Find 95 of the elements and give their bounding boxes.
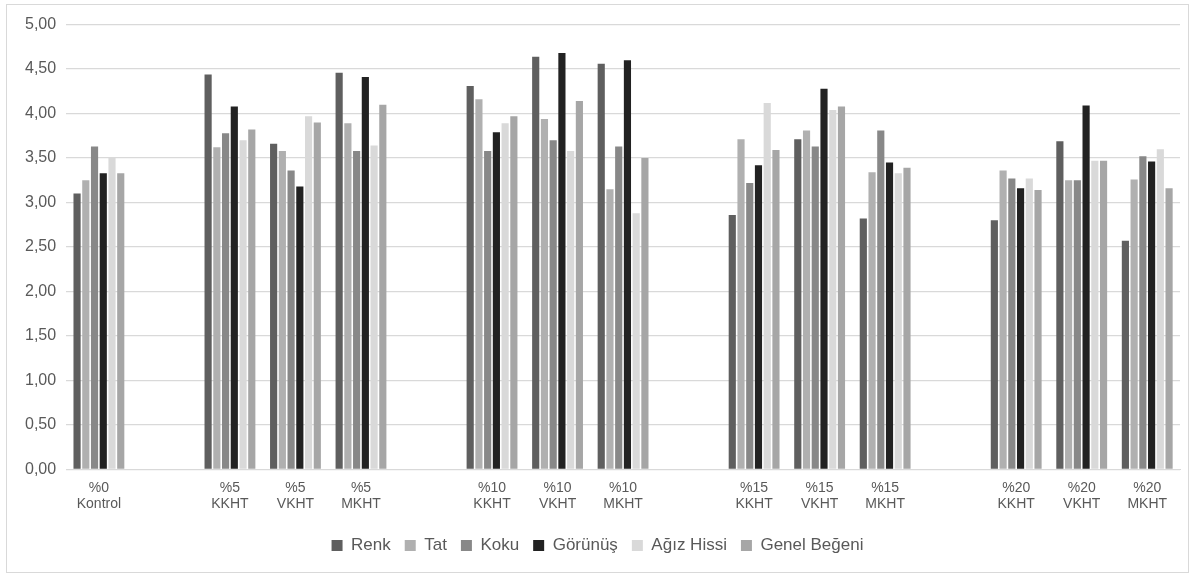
bar [335, 72, 343, 469]
y-tick-label: 0,50 [25, 415, 57, 433]
bar [117, 173, 125, 469]
bar [1148, 161, 1156, 469]
bar [213, 147, 221, 469]
y-tick-label: 2,50 [25, 237, 57, 255]
bar [802, 130, 811, 469]
bar [549, 140, 557, 469]
bar [794, 139, 802, 469]
bar [811, 146, 819, 469]
bar [1016, 188, 1025, 469]
y-tick-label: 2,00 [25, 281, 57, 299]
x-tick-label: %5 KKHT [211, 478, 250, 512]
bar [492, 132, 500, 469]
bar [737, 139, 745, 469]
bar [532, 56, 540, 469]
bar [1056, 141, 1064, 469]
bar [623, 60, 632, 469]
legend-label: Koku [480, 535, 520, 555]
bar [1099, 160, 1108, 469]
bar [859, 218, 867, 469]
bar [885, 162, 894, 469]
bar [540, 118, 549, 469]
bar [484, 150, 492, 469]
bar [230, 106, 238, 469]
bar [1082, 105, 1090, 469]
x-tick-label: %20 VKHT [1063, 478, 1101, 512]
bar [475, 99, 483, 469]
bar [999, 170, 1007, 469]
y-tick-label: 4,50 [25, 59, 57, 77]
bar [278, 150, 286, 469]
bar [270, 143, 278, 469]
x-tick-label: %15 VKHT [800, 478, 839, 512]
x-tick-label: %0 Kontrol [76, 478, 122, 512]
bar [728, 214, 736, 469]
bar [1139, 156, 1147, 469]
bar [379, 104, 387, 469]
bar [820, 88, 828, 469]
bar [221, 133, 230, 469]
bar [313, 122, 321, 469]
legend-label: Genel Beğeni [760, 535, 864, 555]
x-tick-label: %15 MKHT [865, 478, 906, 512]
bar [296, 186, 304, 469]
bar [903, 167, 911, 469]
bar [606, 189, 614, 469]
bar [287, 170, 295, 469]
bar [990, 220, 998, 469]
x-tick-label: %10 VKHT [538, 478, 577, 512]
legend-label: Görünüş [552, 535, 618, 555]
bar [90, 146, 99, 469]
x-tick-label: %15 KKHT [735, 478, 774, 512]
bar [82, 180, 90, 469]
y-tick-label: 5,00 [25, 15, 57, 33]
x-tick-label: %20 MKHT [1127, 478, 1168, 512]
bar [837, 106, 846, 469]
bar [1065, 180, 1073, 469]
bar [746, 182, 754, 469]
bar [575, 101, 583, 469]
y-tick-label: 1,00 [25, 370, 57, 388]
bar [344, 123, 352, 469]
x-tick-label: %10 MKHT [603, 478, 644, 512]
y-tick-label: 3,00 [25, 192, 57, 210]
y-tick-label: 1,50 [25, 326, 57, 344]
bar [510, 116, 518, 469]
x-tick-label: %20 KKHT [997, 478, 1036, 512]
bar [772, 150, 780, 469]
x-tick-label: %10 KKHT [473, 478, 512, 512]
bar [1034, 190, 1042, 469]
x-tick-label: %5 MKHT [341, 478, 382, 512]
bar [204, 74, 212, 469]
y-tick-label: 3,50 [25, 148, 57, 166]
y-tick-label: 0,00 [25, 459, 57, 477]
bar [1130, 179, 1138, 469]
bar [353, 150, 361, 469]
bar [877, 130, 885, 469]
bar [361, 77, 369, 469]
bar [597, 63, 605, 469]
bar [99, 173, 107, 469]
bar [1073, 180, 1081, 469]
bar [615, 146, 623, 469]
bar [1008, 178, 1016, 469]
bar [248, 129, 256, 469]
bar [73, 193, 81, 469]
x-tick-label: %5 VKHT [276, 478, 315, 512]
legend-label: Ağız Hissi [651, 535, 727, 555]
legend-label: Tat [424, 535, 448, 555]
y-tick-label: 4,00 [25, 103, 57, 121]
bar [868, 172, 876, 469]
bar [754, 165, 763, 469]
bar [466, 85, 474, 469]
bar [558, 53, 566, 469]
bar [641, 158, 649, 469]
bar [1121, 240, 1129, 469]
legend-label: Renk [351, 535, 392, 555]
bar [1165, 188, 1173, 469]
